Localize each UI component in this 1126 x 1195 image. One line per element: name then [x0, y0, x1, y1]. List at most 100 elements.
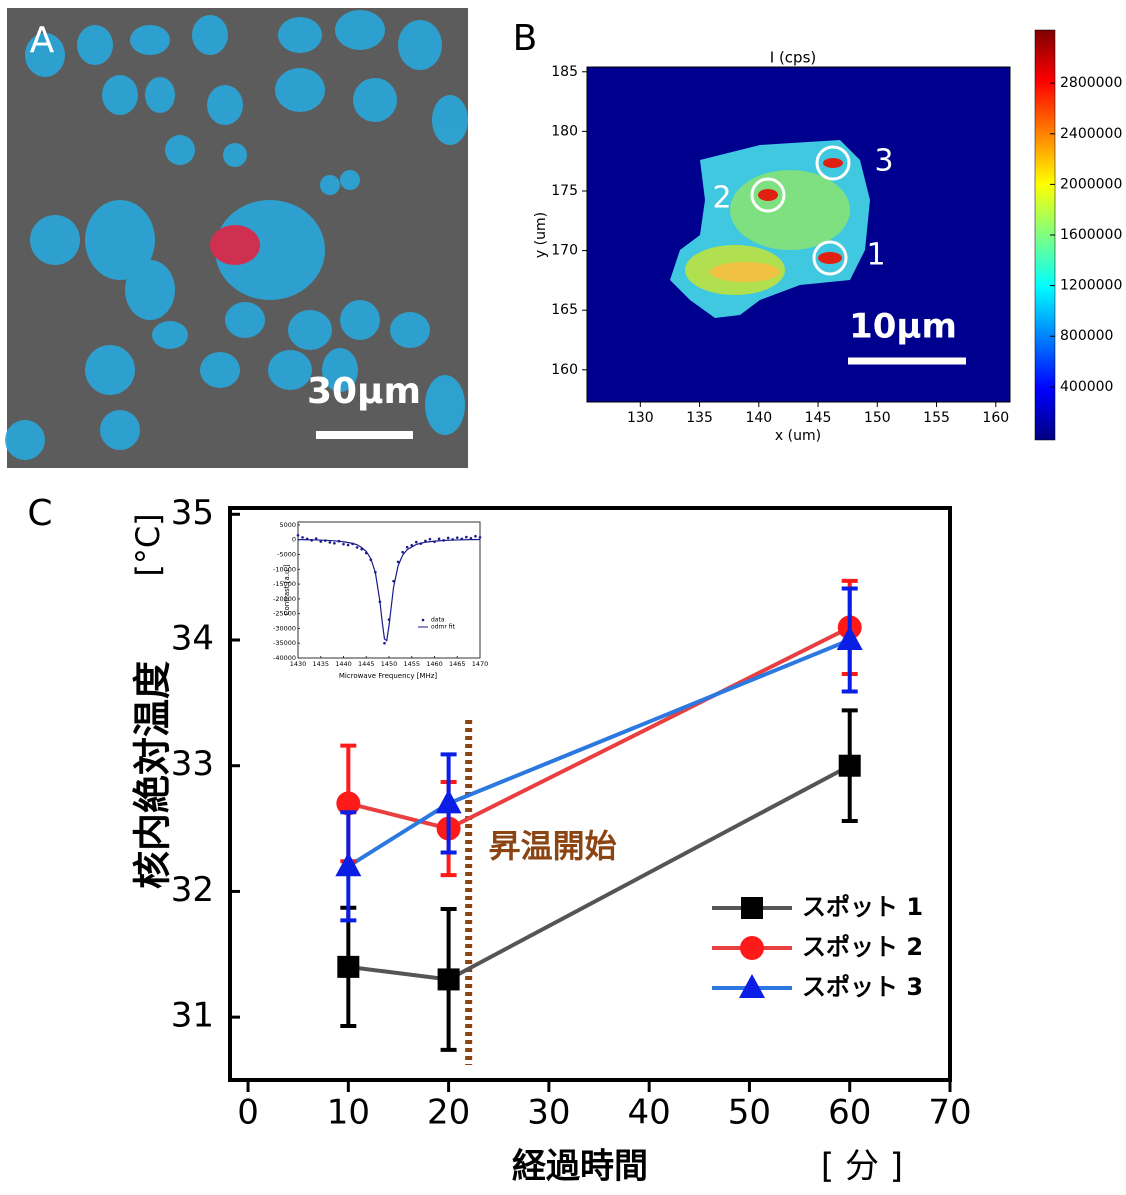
- inset-x-tick-label: 1465: [449, 660, 466, 668]
- cell-nucleus: [425, 375, 465, 435]
- inset-legend-label: data: [431, 617, 445, 624]
- heatmap-hotspot: [818, 252, 842, 264]
- inset-data-point: [474, 534, 477, 538]
- cell-nuclei: [5, 10, 468, 460]
- spot-circle: [750, 177, 786, 213]
- inset-data-point: [401, 550, 404, 554]
- inset-legend-marker: [421, 618, 425, 622]
- y-tick-label: 35: [171, 493, 214, 533]
- cell-nucleus: [278, 17, 322, 53]
- inset-data-point: [319, 540, 323, 543]
- inset-data-point: [314, 537, 318, 540]
- marker: [836, 626, 863, 650]
- inset-fit-line: [297, 538, 481, 642]
- cell-nucleus: [30, 215, 80, 265]
- inset-data-point: [383, 641, 386, 645]
- inset-x-tick-label: 1460: [426, 660, 443, 668]
- marker: [335, 852, 362, 877]
- inset-data-point: [465, 535, 468, 539]
- colorbar-tick-label: 2400000: [1060, 126, 1122, 142]
- inset-y-tick-label: -15000: [273, 580, 296, 588]
- x-tick-label: 20: [427, 1093, 470, 1133]
- cell-nucleus: [288, 310, 332, 350]
- heatmap-region: [710, 262, 780, 282]
- x-tick-label: 140: [745, 410, 772, 426]
- x-axis-label: 経過時間: [512, 1147, 648, 1187]
- legend-marker: [741, 897, 763, 919]
- chart-title: I (cps): [770, 49, 816, 67]
- colorbar-tick-label: 2000000: [1060, 176, 1122, 192]
- inset-y-tick-label: -5000: [277, 551, 296, 559]
- cell-nucleus: [85, 200, 155, 280]
- scale-bar-label: 30μm: [307, 371, 421, 412]
- inset-data-point: [296, 534, 300, 537]
- heatmap-hotspot: [823, 158, 843, 168]
- cell-nucleus: [398, 20, 442, 70]
- legend-marker: [739, 974, 765, 998]
- cell-nucleus: [100, 410, 140, 450]
- y-tick-label: 33: [171, 744, 214, 784]
- plot-frame: [228, 506, 952, 1082]
- y-axis-label: y (um): [533, 212, 549, 258]
- x-axis-unit: [ 分 ]: [821, 1147, 903, 1187]
- inset-data-point: [355, 546, 359, 549]
- legend-label: スポット 2: [802, 933, 923, 961]
- inset-y-tick-label: -25000: [273, 610, 296, 618]
- x-tick-label: 160: [982, 410, 1009, 426]
- y-tick-label: 31: [171, 996, 214, 1036]
- inset-data-point: [446, 536, 450, 540]
- y-tick-label: 180: [551, 123, 578, 139]
- cell-nucleus: [152, 321, 188, 349]
- cell-nucleus: [340, 170, 360, 190]
- cell-nucleus: [25, 33, 65, 77]
- inset-x-tick-label: 1440: [335, 660, 352, 668]
- cell-nucleus: [125, 260, 175, 320]
- inset-y-tick-label: -10000: [273, 565, 296, 573]
- inset-x-tick-label: 1470: [472, 660, 489, 668]
- legend-label: スポット 1: [802, 893, 923, 921]
- heatmap-region: [730, 170, 850, 250]
- y-axis-unit: [°C]: [129, 513, 167, 576]
- x-tick-label: 70: [928, 1093, 971, 1133]
- inset-data-point: [478, 536, 482, 539]
- cell-nucleus: [223, 143, 247, 167]
- colorbar-tick-label: 1200000: [1060, 278, 1122, 294]
- x-tick-label: 135: [686, 410, 713, 426]
- cell-nucleus: [145, 77, 175, 113]
- inset-frame: [297, 521, 481, 659]
- x-tick-label: 50: [728, 1093, 771, 1133]
- colorbar-tick-label: 400000: [1060, 379, 1113, 395]
- cell-nucleus: [268, 350, 312, 390]
- cell-nucleus: [335, 10, 385, 50]
- inset-x-tick-label: 1430: [290, 660, 307, 668]
- y-tick-label: 32: [171, 870, 214, 910]
- marker: [437, 968, 460, 991]
- inset-data-point: [346, 543, 350, 547]
- inset-y-label: Contrast [a.u.]: [283, 564, 291, 615]
- inset-data-point: [333, 541, 336, 545]
- x-tick-label: 130: [627, 410, 654, 426]
- inset-data-point: [455, 536, 459, 539]
- x-axis-label: x (um): [775, 428, 821, 444]
- y-tick-label: 34: [171, 619, 214, 659]
- cell-nucleus: [215, 200, 325, 300]
- cell-nucleus: [320, 175, 340, 195]
- panel-label: B: [513, 18, 538, 59]
- cell-nucleus: [275, 68, 325, 112]
- legend-label: スポット 3: [802, 973, 923, 1001]
- inset-y-tick-label: 5000: [279, 521, 296, 529]
- legend-marker: [740, 936, 764, 960]
- inset-data-point: [342, 542, 345, 546]
- marker: [336, 791, 361, 816]
- inset-data-point: [415, 540, 418, 544]
- heatmap-hotspot: [758, 189, 778, 201]
- colorbar-tick-label: 2800000: [1060, 75, 1122, 91]
- inset-y-tick-label: -40000: [273, 654, 296, 662]
- inset-x-tick-label: 1435: [312, 660, 329, 668]
- cell-nucleus: [353, 78, 397, 122]
- inset-y-tick-label: -30000: [273, 624, 296, 632]
- y-tick-label: 185: [551, 64, 578, 80]
- inset-data-point: [437, 537, 441, 541]
- inset-y-tick-label: -35000: [273, 639, 296, 647]
- inset-x-tick-label: 1450: [381, 660, 398, 668]
